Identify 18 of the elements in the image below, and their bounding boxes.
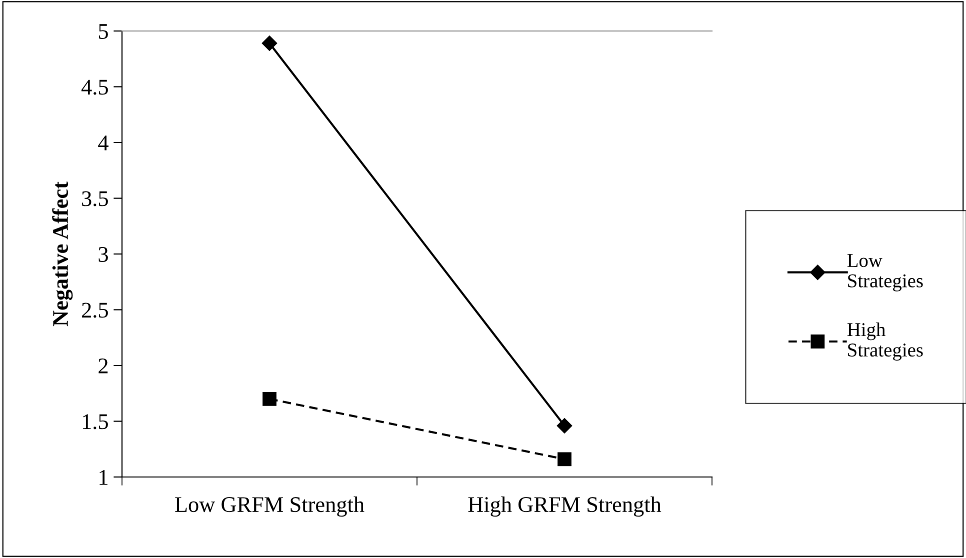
y-tick-label: 1 (100, 470, 108, 485)
legend-label: Low Strategies (847, 254, 923, 292)
y-tick-label: 4.5 (81, 80, 108, 95)
y-tick-label: 1.5 (82, 414, 108, 430)
y-tick-label: 3.5 (82, 191, 108, 206)
y-tick-label: 4 (98, 136, 108, 150)
point (558, 452, 572, 466)
y-tick-label: 2 (98, 358, 108, 374)
y-tick-label: 2.5 (82, 302, 108, 318)
point (556, 418, 572, 434)
y-axis-title: Negative Affect (52, 182, 73, 326)
point (262, 36, 278, 51)
y-tick-label: 3 (98, 246, 108, 262)
y-tick-label: 5 (98, 24, 108, 39)
x-tick-label: Low GRFM Strength (175, 496, 364, 517)
legend-label: High Strategies (847, 322, 923, 361)
x-tick-label: High GRFM Strength (468, 496, 662, 517)
point (262, 392, 276, 406)
